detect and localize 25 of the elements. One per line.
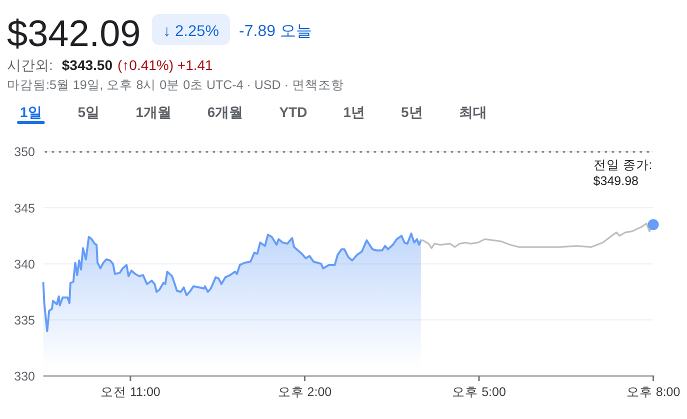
y-tick-label: 345 <box>14 201 36 216</box>
ref-line-label: 전일 종가: $349.98 <box>593 158 652 188</box>
y-tick-label: 335 <box>14 313 36 328</box>
text: 1년 <box>343 104 365 120</box>
text: 1일 <box>20 104 42 120</box>
text: 최대 <box>458 104 487 120</box>
y-tick-label: 340 <box>14 257 36 272</box>
text: 시간외: <box>7 57 53 73</box>
x-tick-label: 오후 8:00 <box>626 385 680 399</box>
text: 마감됨:5월 19일, 오후 8시 0분 0초 UTC-4 · USD · 면책조항 <box>7 78 344 92</box>
text: 5일 <box>78 104 100 120</box>
x-tick-label: 오후 5:00 <box>452 385 506 399</box>
chart-title: $342.09 <box>7 13 141 54</box>
text: YTD <box>279 104 308 120</box>
x-tick-label: 오후 2:00 <box>278 385 332 399</box>
text: 6개월 <box>207 104 244 120</box>
text: 1개월 <box>136 104 172 120</box>
x-tick-label: 오전 11:00 <box>100 385 160 399</box>
text: 5년 <box>400 104 423 120</box>
text: (↑0.41%) +1.41 <box>118 57 214 73</box>
text: -7.89 오늘 <box>239 23 312 40</box>
y-tick-label: 350 <box>14 145 36 160</box>
text: $343.50 <box>62 57 113 73</box>
text: ↓ 2.25% <box>163 23 220 40</box>
y-tick-label: 330 <box>14 370 36 384</box>
